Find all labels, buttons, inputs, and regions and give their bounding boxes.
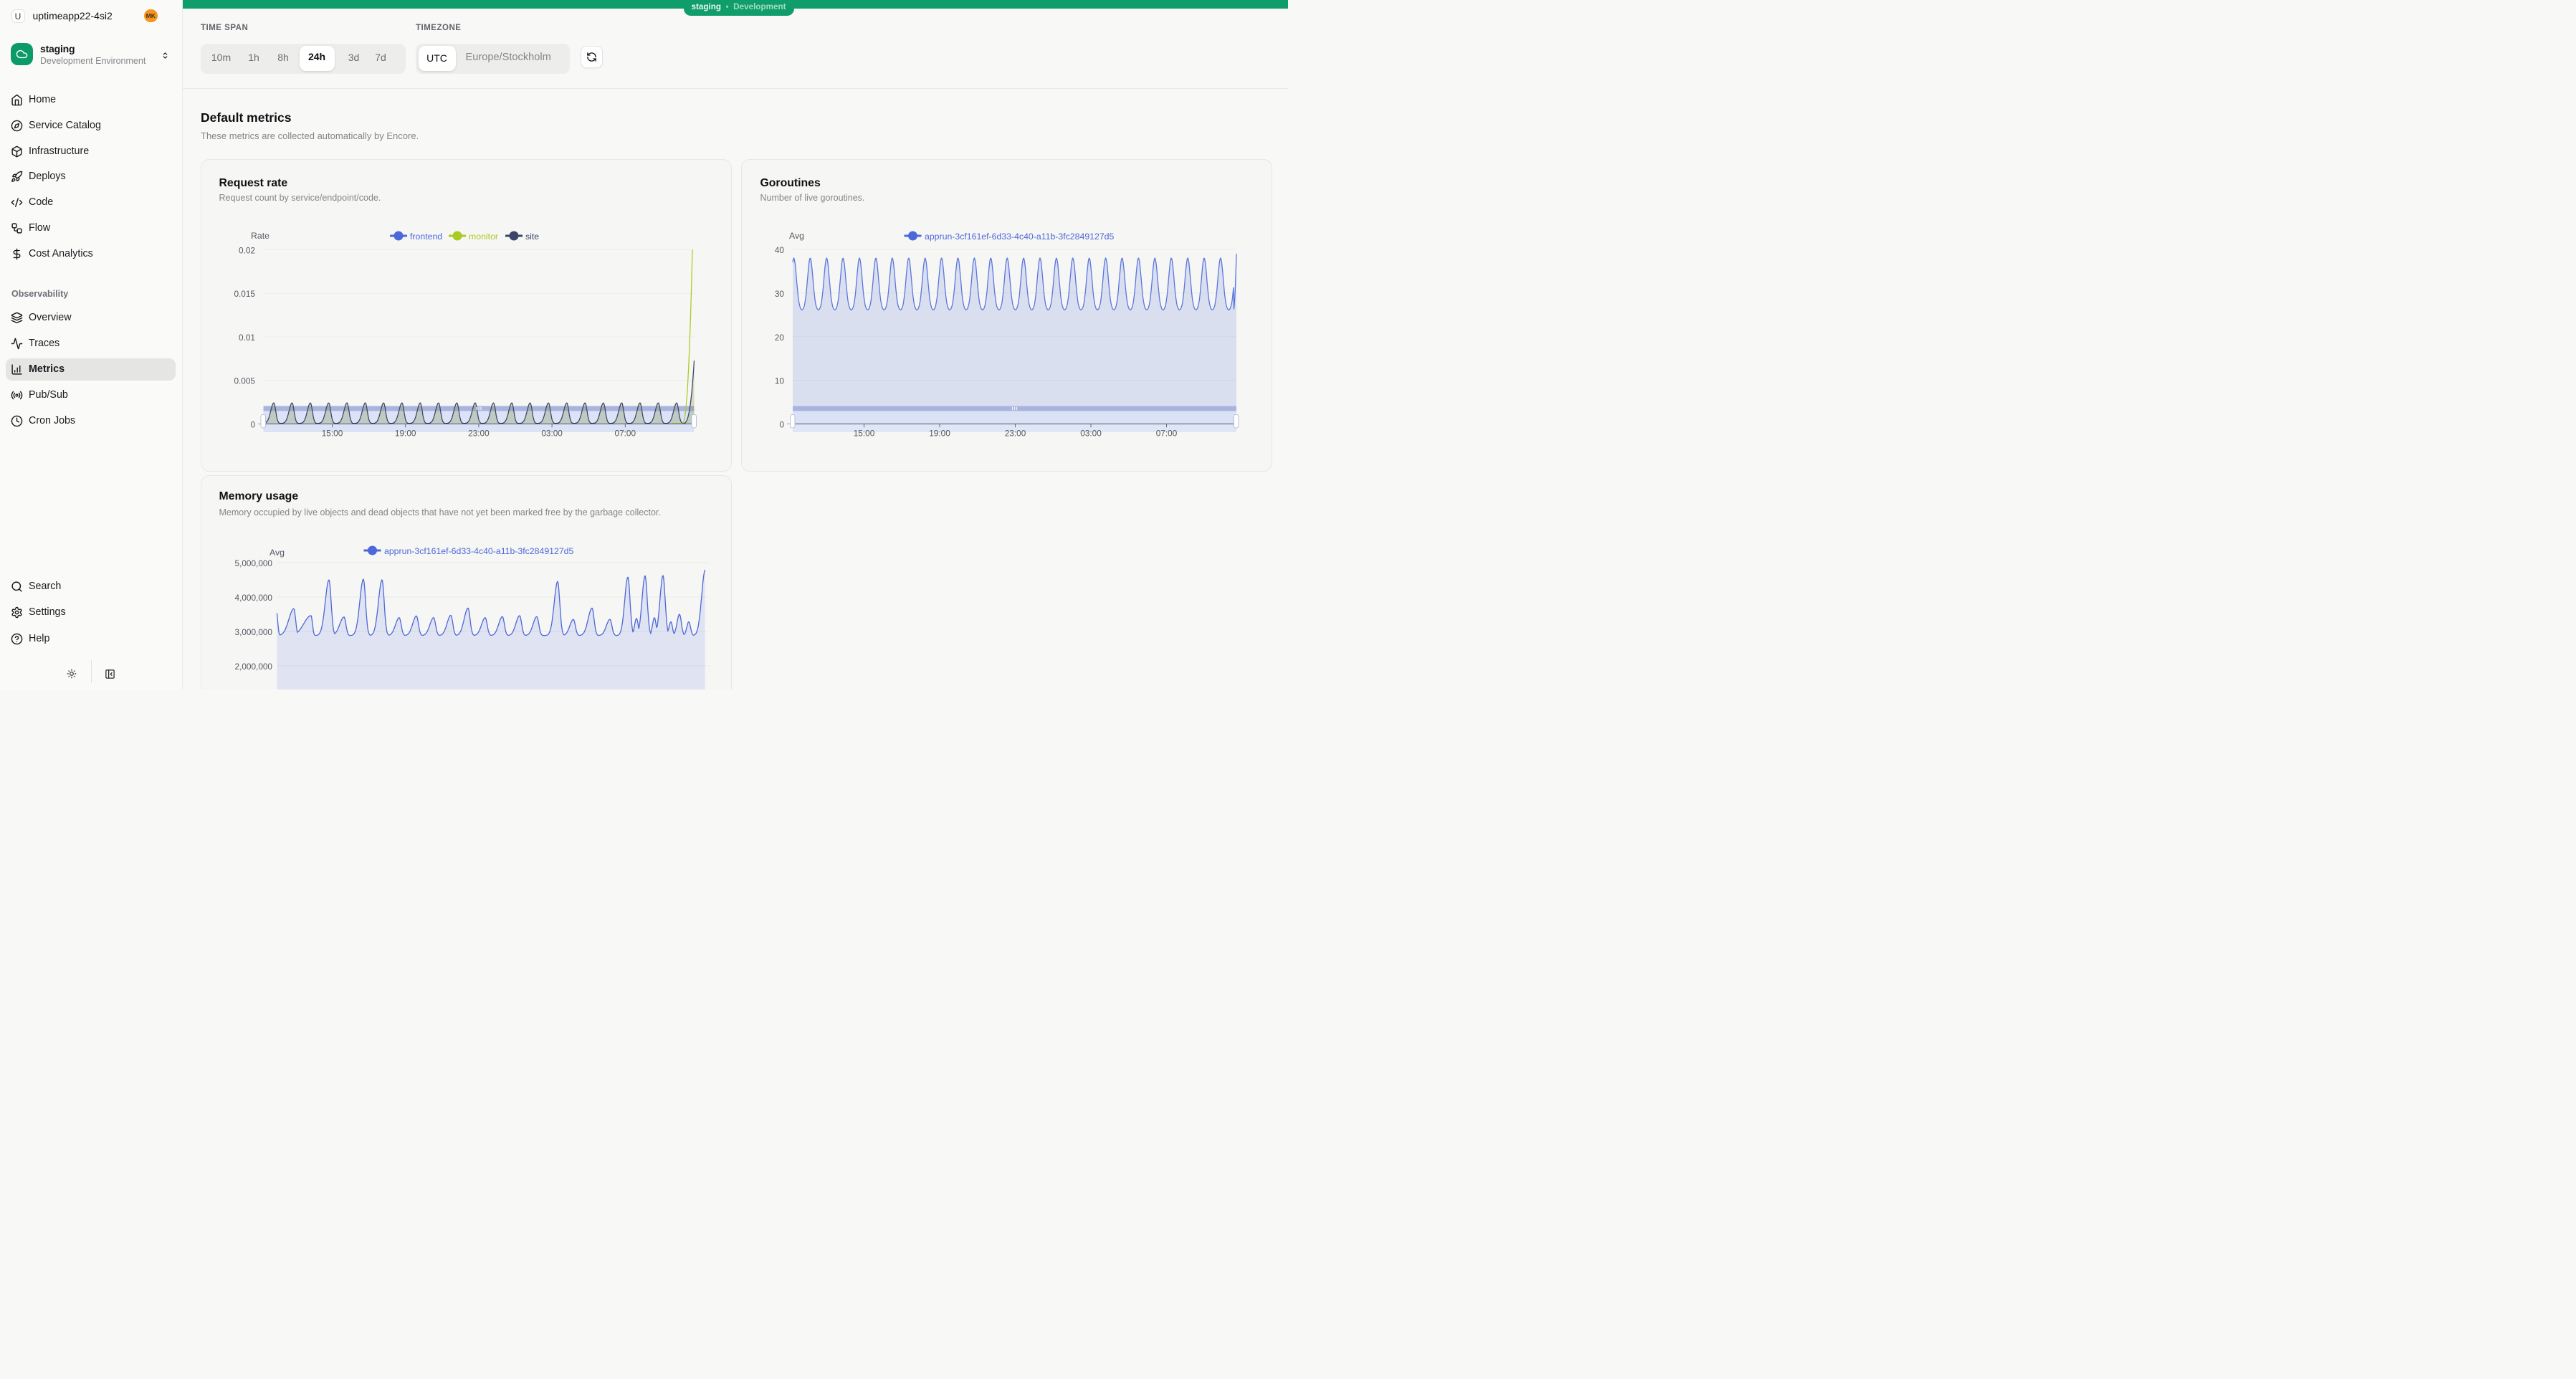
svg-text:site: site	[525, 232, 539, 242]
svg-text:2,000,000: 2,000,000	[235, 662, 273, 672]
svg-text:Avg: Avg	[789, 231, 804, 241]
svg-text:19:00: 19:00	[395, 429, 416, 439]
svg-text:23:00: 23:00	[468, 429, 490, 439]
svg-text:4,000,000: 4,000,000	[235, 593, 273, 603]
svg-text:0: 0	[779, 420, 784, 430]
svg-text:0.01: 0.01	[239, 333, 255, 343]
svg-text:3,000,000: 3,000,000	[235, 627, 273, 637]
svg-text:10: 10	[775, 376, 785, 386]
svg-text:5,000,000: 5,000,000	[235, 558, 273, 568]
svg-text:0.005: 0.005	[234, 376, 255, 386]
svg-text:40: 40	[775, 245, 785, 255]
svg-text:Avg: Avg	[269, 548, 285, 558]
svg-text:03:00: 03:00	[541, 429, 563, 439]
svg-text:0: 0	[250, 420, 255, 430]
svg-text:frontend: frontend	[410, 232, 442, 242]
svg-text:30: 30	[775, 289, 785, 299]
svg-text:07:00: 07:00	[1156, 429, 1178, 439]
svg-text:19:00: 19:00	[929, 429, 950, 439]
svg-text:apprun-3cf161ef-6d33-4c40-a11b: apprun-3cf161ef-6d33-4c40-a11b-3fc284912…	[925, 232, 1115, 242]
svg-text:03:00: 03:00	[1080, 429, 1102, 439]
svg-text:15:00: 15:00	[322, 429, 343, 439]
svg-text:monitor: monitor	[469, 232, 498, 242]
svg-text:0.015: 0.015	[234, 289, 255, 299]
svg-text:20: 20	[775, 333, 785, 343]
svg-text:apprun-3cf161ef-6d33-4c40-a11b: apprun-3cf161ef-6d33-4c40-a11b-3fc284912…	[384, 546, 574, 556]
svg-text:23:00: 23:00	[1005, 429, 1026, 439]
svg-text:Rate: Rate	[251, 231, 269, 241]
svg-text:07:00: 07:00	[615, 429, 636, 439]
svg-text:0.02: 0.02	[239, 246, 255, 256]
svg-text:15:00: 15:00	[854, 429, 875, 439]
